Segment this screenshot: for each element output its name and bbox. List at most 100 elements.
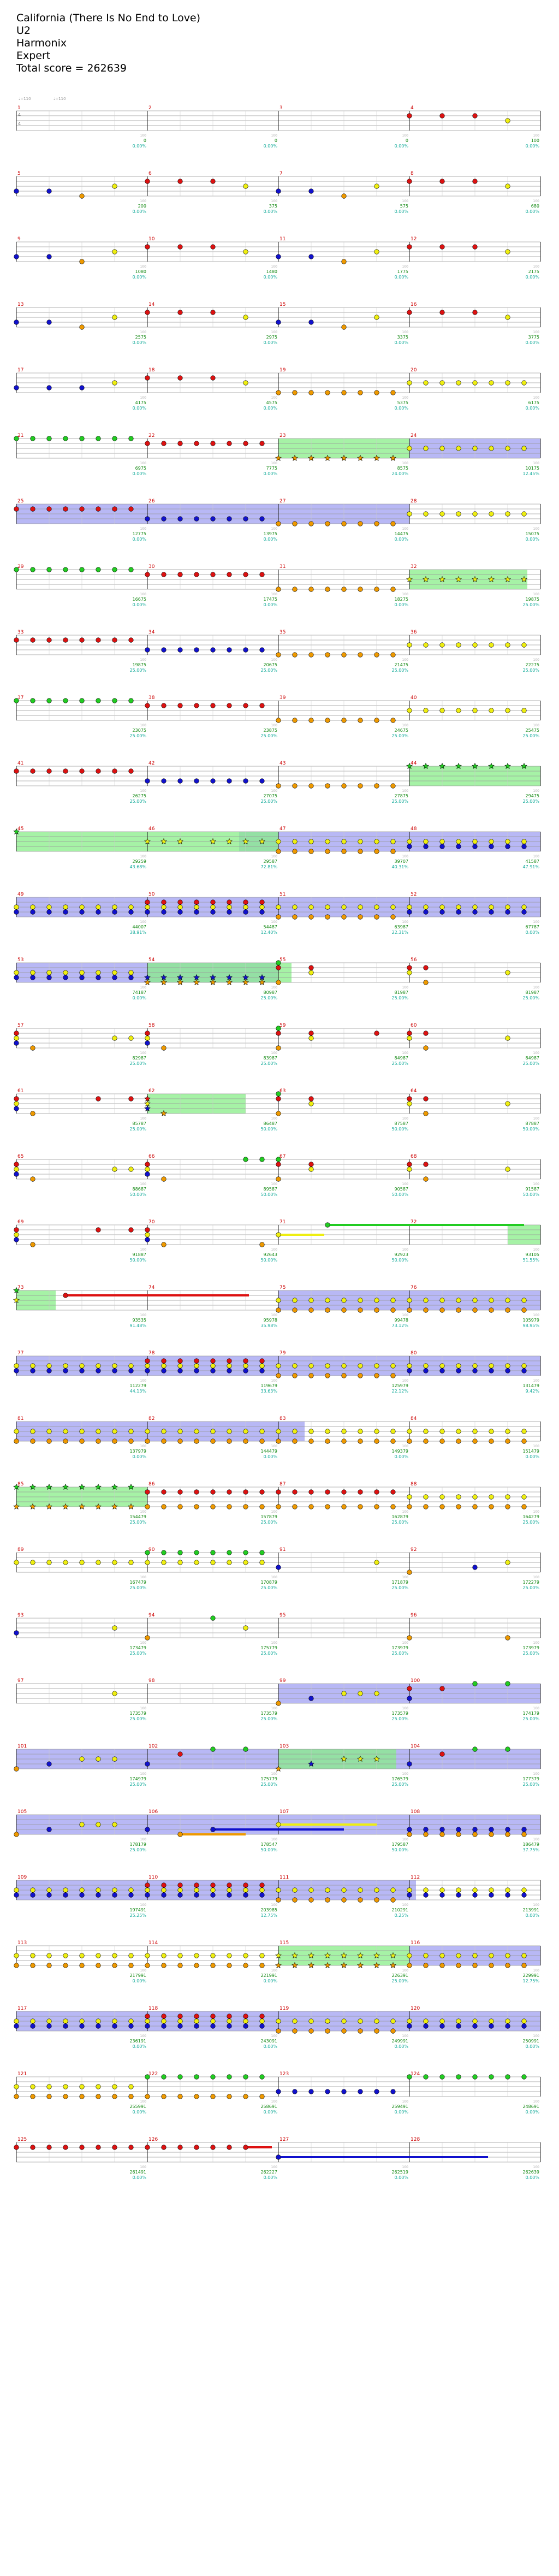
measure-number: 45 xyxy=(17,826,23,832)
note-gem xyxy=(112,1035,117,1041)
note-gem xyxy=(489,1953,494,1958)
note-gem xyxy=(407,1162,412,1167)
note-gem xyxy=(439,1307,445,1313)
beat-marker: 100 xyxy=(402,593,409,596)
beat-marker: 100 xyxy=(140,265,147,269)
note-gem xyxy=(63,1363,68,1369)
note-gem xyxy=(14,436,19,441)
note-gem xyxy=(227,778,232,784)
note-gem xyxy=(177,375,183,381)
note-gem xyxy=(112,1429,117,1434)
note-gem xyxy=(423,2023,429,2029)
measure-sp-percent: 12.40% xyxy=(260,930,277,935)
measure-number: 92 xyxy=(411,1547,417,1553)
measure-sp-percent: 51.55% xyxy=(522,1258,539,1263)
measure-score: 258691 xyxy=(260,2104,277,2109)
measure-sp-percent: 0.00% xyxy=(133,340,147,345)
note-gem xyxy=(390,914,396,920)
beat-marker: 100 xyxy=(271,1510,278,1514)
note-gem xyxy=(79,324,85,330)
note-gem xyxy=(489,1892,494,1898)
note-gem xyxy=(259,441,265,446)
note-gem xyxy=(423,1887,429,1893)
note-gem xyxy=(79,975,85,980)
star-note xyxy=(373,454,380,461)
measure-score: 54487 xyxy=(264,925,277,929)
beat-marker: 100 xyxy=(533,330,540,334)
note-gem xyxy=(145,909,150,915)
measure-sp-percent: 0.00% xyxy=(133,1454,147,1459)
measure-number: 99 xyxy=(280,1678,286,1684)
star-note xyxy=(423,576,429,583)
note-gem xyxy=(227,899,232,905)
note-gem xyxy=(210,441,216,446)
note-gem xyxy=(145,2094,150,2099)
measure-score: 125979 xyxy=(391,1383,408,1388)
note-gem xyxy=(292,1438,298,1444)
note-gem xyxy=(46,2094,52,2099)
note-gem xyxy=(456,2018,461,2024)
star-note xyxy=(144,1095,151,1102)
note-gem xyxy=(243,1882,248,1888)
note-gem xyxy=(505,970,510,975)
note-gem xyxy=(374,1429,379,1434)
note-gem xyxy=(194,1953,199,1958)
beat-marker: 100 xyxy=(402,330,409,334)
measure-sp-percent: 0.00% xyxy=(395,144,409,149)
note-gem xyxy=(14,2145,19,2150)
measure-sp-percent: 0.00% xyxy=(133,2175,147,2180)
beat-marker: 100 xyxy=(402,1707,409,1710)
note-gem xyxy=(14,2094,19,2099)
note-gem xyxy=(489,380,494,386)
measure-score: 100 xyxy=(531,138,539,143)
measure-sp-percent: 25.25% xyxy=(129,1913,146,1918)
measure-sp-percent: 25.00% xyxy=(260,799,277,804)
measure-number: 74 xyxy=(148,1285,155,1290)
measure-number: 43 xyxy=(280,761,286,766)
note-gem xyxy=(423,1832,429,1837)
note-gem xyxy=(63,506,68,512)
measure-number: 123 xyxy=(280,2071,289,2077)
note-gem xyxy=(161,1242,166,1247)
note-gem xyxy=(14,1096,19,1102)
note-gem xyxy=(308,319,314,325)
measure-score: 29259 xyxy=(133,859,146,864)
note-gem xyxy=(276,1363,281,1369)
note-gem xyxy=(243,778,248,784)
note-gem xyxy=(161,647,166,653)
note-gem xyxy=(210,1550,216,1555)
measure-sp-percent: 24.00% xyxy=(391,471,408,476)
note-gem xyxy=(96,2145,101,2150)
note-gem xyxy=(407,1298,412,1303)
note-gem xyxy=(308,1504,314,1509)
note-gem xyxy=(423,380,429,386)
measure-score: 15075 xyxy=(526,531,539,536)
note-gem xyxy=(325,839,330,844)
note-gem xyxy=(341,1307,347,1313)
note-gem xyxy=(243,516,248,522)
note-gem xyxy=(96,1756,101,1762)
measure-number: 8 xyxy=(411,171,414,176)
note-gem xyxy=(14,385,19,390)
measure-score: 171879 xyxy=(391,1580,408,1585)
star-note xyxy=(160,979,167,986)
time-signature: 4 xyxy=(18,112,21,117)
note-gem xyxy=(325,1504,330,1509)
measure-number: 2 xyxy=(148,105,152,111)
note-gem xyxy=(390,904,396,910)
note-gem xyxy=(96,698,101,703)
note-gem xyxy=(243,2094,248,2099)
note-gem xyxy=(390,521,396,526)
note-gem xyxy=(145,516,150,522)
note-gem xyxy=(161,1489,166,1495)
star-note xyxy=(275,1765,282,1772)
note-gem xyxy=(325,1897,330,1903)
note-gem xyxy=(112,1368,117,1373)
note-gem xyxy=(407,1494,412,1500)
note-gem xyxy=(14,2084,19,2089)
note-gem xyxy=(374,1373,379,1378)
note-gem xyxy=(210,1953,216,1958)
note-gem xyxy=(489,1494,494,1500)
measure-number: 56 xyxy=(411,957,417,963)
measure-sp-percent: 25.00% xyxy=(391,1520,408,1525)
